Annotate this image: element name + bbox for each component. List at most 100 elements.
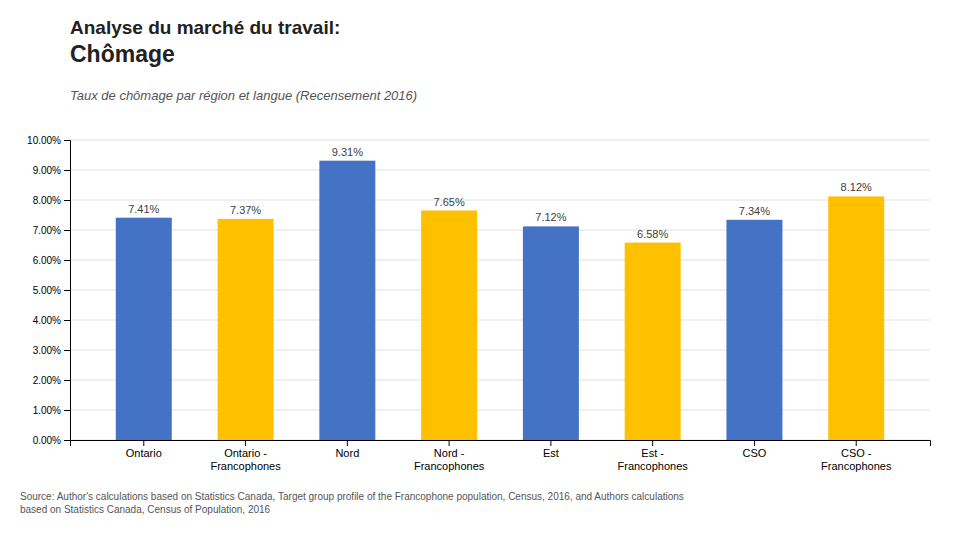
grid-line bbox=[70, 380, 930, 381]
tick: Est bbox=[543, 440, 559, 459]
grid-line bbox=[70, 320, 930, 321]
tick-label-line: Ontario bbox=[126, 447, 162, 459]
tick: 10.00% bbox=[27, 135, 70, 146]
tick-label: 4.00% bbox=[33, 315, 61, 326]
grid-line bbox=[70, 200, 930, 201]
tick-label: CSO -Francophones bbox=[821, 447, 892, 472]
tick-label-line: Nord bbox=[335, 447, 359, 459]
data-label: 8.12% bbox=[841, 181, 872, 193]
tick-label: Ontario -Francophones bbox=[210, 447, 281, 472]
tick-label: 9.00% bbox=[33, 165, 61, 176]
tick-label-line: Francophones bbox=[210, 460, 281, 472]
tick: 6.00% bbox=[33, 255, 70, 266]
tick-label: 3.00% bbox=[33, 345, 61, 356]
grid-line bbox=[70, 230, 930, 231]
data-labels: 7.41%7.37%9.31%7.65%7.12%6.58%7.34%8.12% bbox=[128, 146, 872, 240]
annotation-line: Source: Author's calculations based on S… bbox=[20, 491, 684, 502]
data-label: 7.12% bbox=[535, 211, 566, 223]
axis-line bbox=[64, 141, 71, 441]
title-line: Chômage bbox=[70, 41, 175, 67]
tick: 2.00% bbox=[33, 375, 70, 386]
tick-mark bbox=[550, 440, 551, 446]
subtitle: Taux de chômage par région et langue (Re… bbox=[70, 88, 417, 103]
data-label: 7.65% bbox=[434, 196, 465, 208]
grid-line bbox=[70, 410, 930, 411]
tick-label-line: Francophones bbox=[821, 460, 892, 472]
tick-label: Est -Francophones bbox=[617, 447, 688, 472]
data-label: 7.34% bbox=[739, 205, 770, 217]
tick-mark bbox=[64, 380, 70, 381]
tick: 1.00% bbox=[33, 405, 70, 416]
tick-label: Nord -Francophones bbox=[414, 447, 485, 472]
tick-label: 2.00% bbox=[33, 375, 61, 386]
grid-line bbox=[70, 350, 930, 351]
annotation-line: based on Statistics Canada, Census of Po… bbox=[20, 504, 271, 515]
tick: Nord bbox=[335, 440, 359, 459]
tick-label: 5.00% bbox=[33, 285, 61, 296]
tick-mark bbox=[64, 410, 70, 411]
tick: Est -Francophones bbox=[617, 440, 688, 472]
bars bbox=[116, 161, 884, 440]
tick: CSO bbox=[743, 440, 767, 459]
tick-label: 6.00% bbox=[33, 255, 61, 266]
annotation: Source: Author's calculations based on S… bbox=[20, 491, 684, 515]
tick-label-line: Est bbox=[543, 447, 559, 459]
tick-label: 10.00% bbox=[27, 135, 61, 146]
tick-mark bbox=[245, 440, 246, 446]
tick-mark bbox=[652, 440, 653, 446]
tick: 0.00% bbox=[33, 435, 70, 446]
data-label: 6.58% bbox=[637, 228, 668, 240]
data-label: 9.31% bbox=[332, 146, 363, 158]
bar bbox=[116, 218, 172, 440]
title-line: Analyse du marché du travail: bbox=[70, 17, 340, 38]
tick-mark bbox=[449, 440, 450, 446]
tick-label: Nord bbox=[335, 447, 359, 459]
tick-label: 7.00% bbox=[33, 225, 61, 236]
tick-mark bbox=[143, 440, 144, 446]
tick-label-line: Est - bbox=[641, 447, 664, 459]
tick-mark bbox=[754, 440, 755, 446]
tick-label-line: Nord - bbox=[434, 447, 465, 459]
bar bbox=[726, 220, 782, 440]
tick: 8.00% bbox=[33, 195, 70, 206]
tick-label-line: Francophones bbox=[414, 460, 485, 472]
grid-line bbox=[70, 290, 930, 291]
tick: 9.00% bbox=[33, 165, 70, 176]
tick-label: 0.00% bbox=[33, 435, 61, 446]
tick: 7.00% bbox=[33, 225, 70, 236]
tick-mark bbox=[64, 320, 70, 321]
y-axis: 0.00% 1.00% 2.00% 3.00% 4.00% 5.00% 6.00% 7.00%… bbox=[27, 135, 70, 446]
tick-mark bbox=[64, 440, 70, 441]
tick-label-line: Ontario - bbox=[224, 447, 267, 459]
grid-line bbox=[70, 140, 930, 141]
tick-mark bbox=[856, 440, 857, 446]
tick-label: CSO bbox=[743, 447, 767, 459]
tick-mark bbox=[64, 230, 70, 231]
tick-mark bbox=[64, 200, 70, 201]
title: Analyse du marché du travail: Chômage bbox=[70, 17, 340, 67]
tick: 4.00% bbox=[33, 315, 70, 326]
tick: Nord -Francophones bbox=[414, 440, 485, 472]
data-label: 7.41% bbox=[128, 203, 159, 215]
tick-label: Ontario bbox=[126, 447, 162, 459]
x-axis: OntarioOntario -FrancophonesNordNord -Fr… bbox=[71, 440, 931, 472]
bar bbox=[625, 243, 681, 440]
grid bbox=[70, 140, 930, 440]
tick-mark bbox=[64, 350, 70, 351]
tick-label-line: CSO - bbox=[841, 447, 872, 459]
tick-label-line: CSO bbox=[743, 447, 767, 459]
tick-mark bbox=[64, 140, 70, 141]
tick-label: Est bbox=[543, 447, 559, 459]
tick-mark bbox=[64, 170, 70, 171]
tick: 3.00% bbox=[33, 345, 70, 356]
tick-mark bbox=[64, 260, 70, 261]
bar bbox=[218, 219, 274, 440]
bar bbox=[828, 196, 884, 440]
tick: CSO -Francophones bbox=[821, 440, 892, 472]
tick-mark bbox=[347, 440, 348, 446]
bar bbox=[523, 226, 579, 440]
tick-label: 1.00% bbox=[33, 405, 61, 416]
grid-line bbox=[70, 260, 930, 261]
bar bbox=[421, 211, 477, 441]
chart: Analyse du marché du travail: Chômage Taux… bbox=[0, 0, 960, 540]
